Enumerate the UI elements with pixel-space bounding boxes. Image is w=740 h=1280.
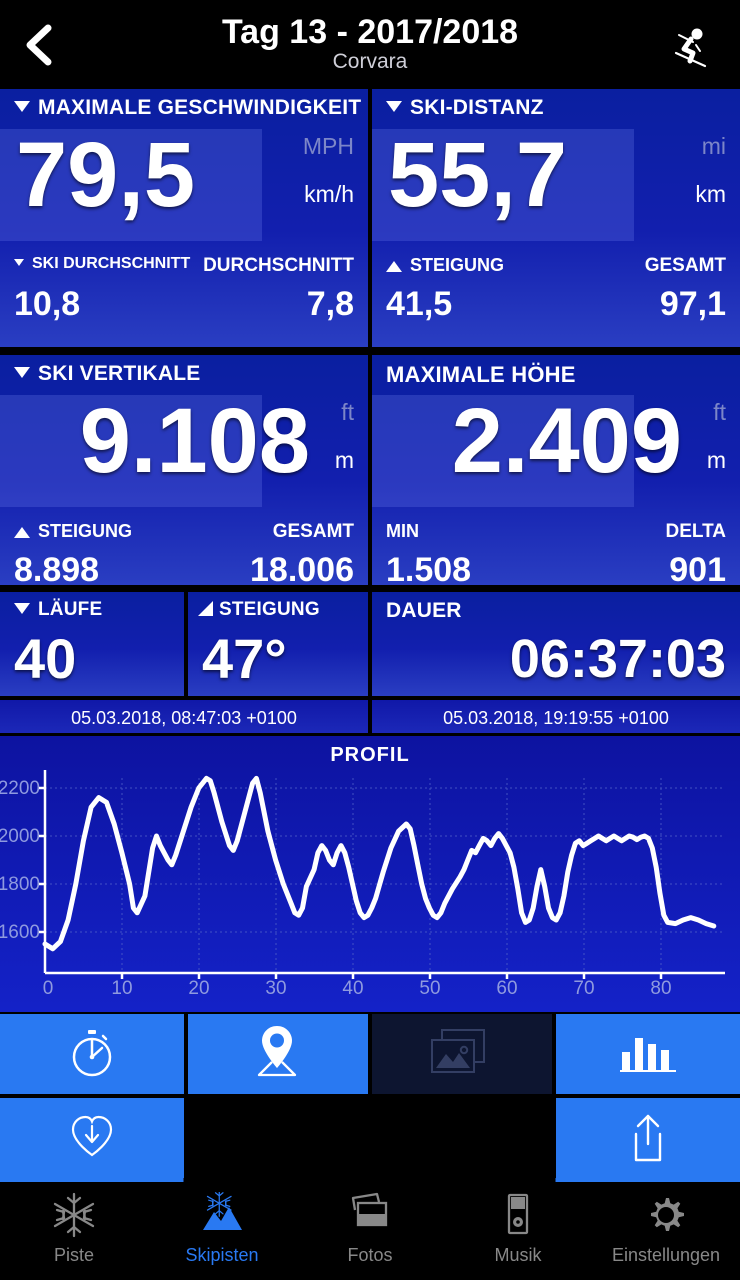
svg-text:60: 60 xyxy=(496,978,517,999)
svg-text:20: 20 xyxy=(188,978,209,999)
svg-text:80: 80 xyxy=(650,978,671,999)
svg-text:50: 50 xyxy=(419,978,440,999)
svg-text:40: 40 xyxy=(342,978,363,999)
svg-text:1600: 1600 xyxy=(0,922,40,943)
svg-text:2200: 2200 xyxy=(0,778,40,799)
svg-text:10: 10 xyxy=(111,978,132,999)
svg-text:30: 30 xyxy=(265,978,286,999)
svg-text:2000: 2000 xyxy=(0,826,40,847)
svg-text:1800: 1800 xyxy=(0,874,40,895)
svg-text:0: 0 xyxy=(43,978,54,999)
svg-text:70: 70 xyxy=(573,978,594,999)
